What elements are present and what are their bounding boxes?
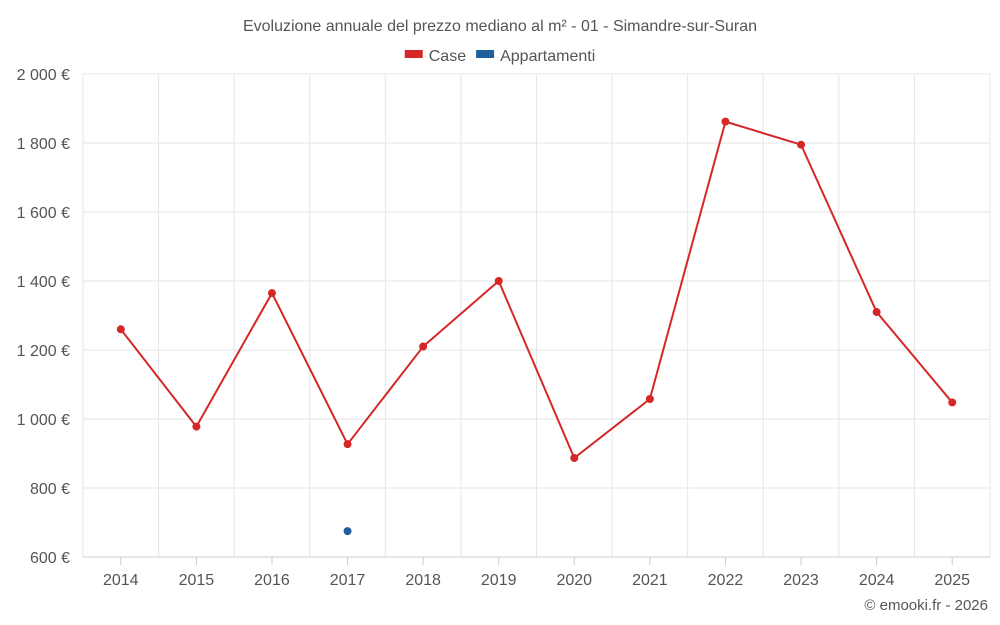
legend-label: Appartamenti bbox=[500, 48, 595, 65]
y-tick-label: 1 000 € bbox=[17, 412, 70, 429]
legend-swatch bbox=[404, 50, 423, 58]
data-point-case[interactable] bbox=[570, 453, 579, 462]
x-tick-label: 2014 bbox=[103, 572, 139, 589]
x-tick-label: 2023 bbox=[783, 572, 819, 589]
x-tick-label: 2019 bbox=[481, 572, 517, 589]
x-tick-label: 2020 bbox=[556, 572, 592, 589]
y-tick-label: 1 600 € bbox=[17, 205, 70, 222]
data-point-case[interactable] bbox=[872, 308, 881, 317]
series-appartamenti bbox=[343, 527, 352, 536]
grid bbox=[82, 73, 991, 557]
x-tick-label: 2021 bbox=[632, 572, 668, 589]
x-tick-label: 2018 bbox=[405, 572, 441, 589]
y-tick-label: 1 200 € bbox=[17, 343, 70, 360]
series-line-case bbox=[120, 120, 953, 459]
data-point-case[interactable] bbox=[419, 342, 428, 351]
credit-text: © emooki.fr - 2026 bbox=[864, 597, 988, 614]
y-tick-label: 1 400 € bbox=[17, 274, 70, 291]
legend-item-appartamenti[interactable]: Appartamenti bbox=[476, 48, 595, 65]
x-tick-label: 2015 bbox=[179, 572, 215, 589]
data-point-appartamenti[interactable] bbox=[343, 527, 352, 536]
chart-title: Evoluzione annuale del prezzo mediano al… bbox=[243, 18, 757, 35]
x-tick-label: 2025 bbox=[934, 572, 970, 589]
data-point-case[interactable] bbox=[494, 277, 503, 285]
data-point-case[interactable] bbox=[343, 440, 352, 449]
x-tick-label: 2022 bbox=[708, 572, 744, 589]
y-tick-label: 2 000 € bbox=[17, 67, 70, 84]
legend-item-case[interactable]: Case bbox=[404, 48, 466, 65]
data-point-case[interactable] bbox=[116, 325, 125, 334]
y-axis: 600 € 800 € 1 000 € 1 200 € 1 400 € 1 600 € 1 … bbox=[17, 67, 70, 567]
data-point-case[interactable] bbox=[797, 140, 806, 149]
legend: Case Appartamenti bbox=[404, 48, 595, 65]
legend-swatch bbox=[476, 50, 495, 58]
data-point-case[interactable] bbox=[645, 394, 654, 403]
series-case bbox=[116, 117, 957, 462]
series bbox=[116, 117, 957, 536]
data-point-case[interactable] bbox=[948, 398, 957, 407]
legend-label: Case bbox=[429, 48, 466, 65]
data-point-case[interactable] bbox=[192, 422, 201, 431]
x-axis: 2014 2015 2016 2017 2018 2019 2020 2021 2022 2023… bbox=[83, 556, 990, 589]
y-tick-label: 800 € bbox=[30, 481, 70, 498]
x-tick-label: 2017 bbox=[330, 572, 366, 589]
data-point-case[interactable] bbox=[267, 289, 276, 298]
y-tick-label: 600 € bbox=[30, 550, 70, 567]
y-tick-label: 1 800 € bbox=[17, 136, 70, 153]
data-point-case[interactable] bbox=[721, 117, 730, 126]
x-tick-label: 2016 bbox=[254, 572, 290, 589]
x-tick-label: 2024 bbox=[859, 572, 895, 589]
